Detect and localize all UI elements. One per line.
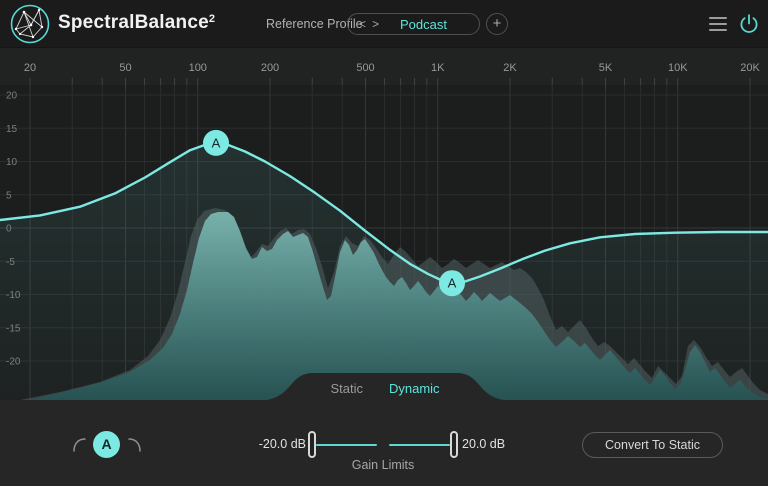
view-mode-tabs: Static Dynamic — [250, 381, 520, 396]
previous-profile-icon[interactable]: < — [359, 17, 367, 31]
gain-limit-min-handle[interactable] — [308, 431, 316, 458]
frequency-axis: 20 50 100 200 500 1K 2K 5K 10K 20K — [0, 48, 768, 85]
menu-icon[interactable] — [709, 17, 727, 31]
curve-node-a-2[interactable]: A — [439, 270, 465, 297]
db-axis-label: 15 — [6, 124, 18, 135]
gain-limit-min-value[interactable]: -20.0 dB — [258, 437, 306, 451]
gain-limits-slider[interactable] — [308, 430, 458, 460]
db-axis-label: 0 — [6, 224, 12, 235]
db-axis-label: -10 — [6, 290, 21, 301]
next-profile-icon[interactable]: > — [372, 17, 380, 31]
freq-axis-label: 500 — [356, 62, 375, 74]
frequency-tick-marks — [29, 78, 751, 85]
svg-text:A: A — [212, 135, 221, 150]
freq-axis-label: 20K — [740, 62, 760, 74]
freq-axis-label: 20 — [23, 62, 37, 74]
curve-node-a-1[interactable]: A — [203, 129, 229, 156]
db-axis-label: 5 — [6, 190, 12, 201]
freq-axis-label: 5K — [598, 62, 613, 74]
gain-limits-track-left[interactable] — [316, 444, 377, 446]
spectrum-plot[interactable]: A A 20 15 10 5 0 -5 -10 -15 -20 — [0, 85, 768, 400]
convert-to-static-button[interactable]: Convert To Static — [582, 432, 723, 458]
db-axis-label: 20 — [6, 91, 18, 102]
freq-axis-label: 100 — [188, 62, 207, 74]
reference-profile-selector[interactable]: < > Podcast — [347, 13, 480, 35]
active-node-button[interactable]: A — [93, 431, 120, 458]
db-axis-label: 10 — [6, 157, 18, 168]
freq-axis-label: 1K — [431, 62, 445, 74]
svg-text:A: A — [448, 276, 457, 291]
app-title-superscript: 2 — [208, 13, 216, 25]
view-mode-tab-background — [255, 373, 515, 401]
tab-dynamic[interactable]: Dynamic — [388, 381, 440, 396]
node-bracket-right-icon — [128, 438, 141, 452]
freq-axis-label: 2K — [503, 62, 517, 74]
gain-limits-label: Gain Limits — [351, 458, 415, 472]
db-axis-label: -20 — [6, 357, 21, 368]
app-logo-icon — [10, 4, 50, 44]
power-button[interactable] — [738, 13, 760, 35]
gain-limit-max-handle[interactable] — [450, 431, 458, 458]
add-profile-button[interactable]: + — [486, 13, 508, 35]
node-bracket-left-icon — [73, 438, 86, 452]
app-header: SpectralBalance2 Reference Profile < > P… — [0, 0, 768, 48]
freq-axis-label: 50 — [119, 62, 132, 74]
eq-curve[interactable] — [0, 141, 768, 285]
tab-static[interactable]: Static — [330, 381, 363, 396]
reference-profile-label: Reference Profile — [266, 17, 363, 31]
gain-limit-max-value[interactable]: 20.0 dB — [462, 437, 506, 451]
footer-bar: A -20.0 dB 20.0 dB Gain Limits Convert T… — [0, 400, 768, 486]
reference-profile-value[interactable]: Podcast — [400, 16, 447, 32]
app-title: SpectralBalance2 — [58, 12, 216, 33]
freq-axis-label: 200 — [260, 62, 280, 74]
spectrum-front-layer — [30, 212, 768, 400]
gain-limits-track-right[interactable] — [389, 444, 450, 446]
db-axis-label: -15 — [6, 323, 21, 334]
freq-axis-label: 10K — [667, 62, 688, 74]
db-axis-label: -5 — [6, 257, 15, 268]
